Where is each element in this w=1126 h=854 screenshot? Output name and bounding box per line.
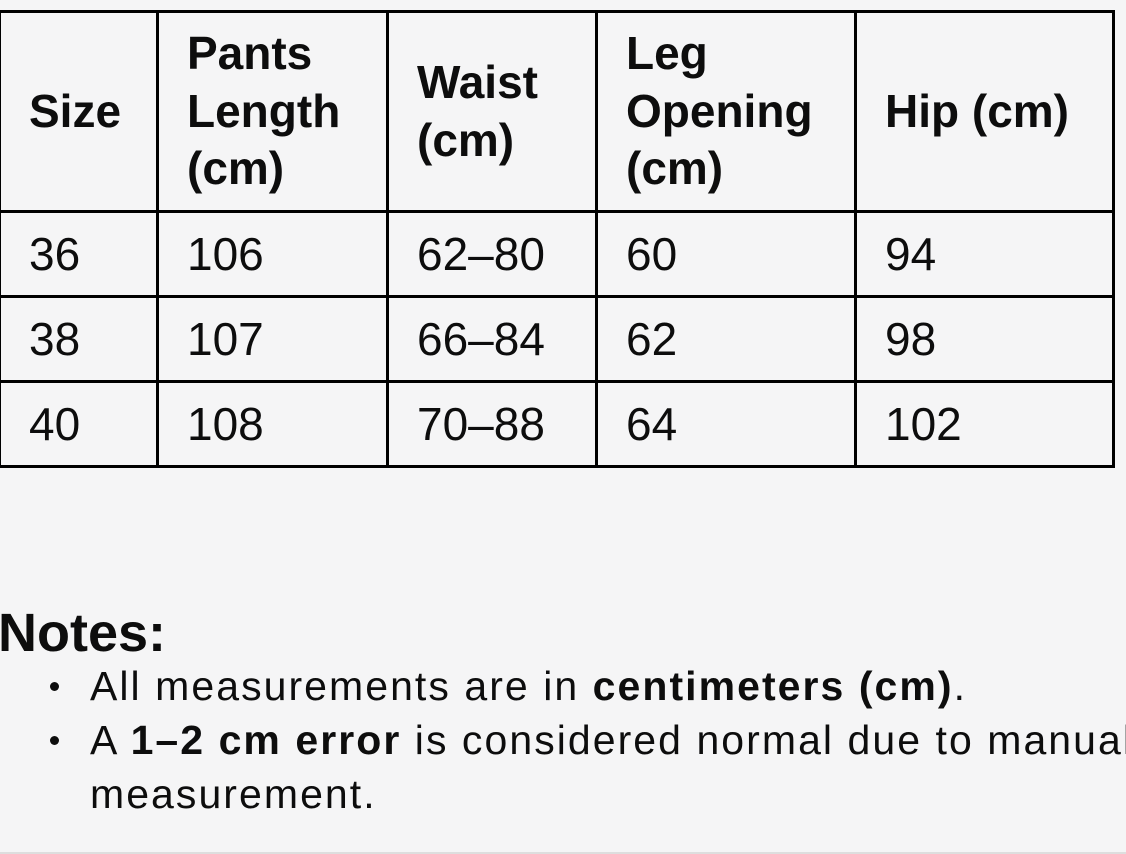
column-header-pants-length: Pants Length (cm): [156, 10, 389, 213]
cell-pants-length: 107: [156, 295, 389, 383]
note-item: A 1–2 cm error is considered normal due …: [48, 713, 1126, 821]
note-text: .: [953, 663, 968, 709]
bullet-icon: [50, 682, 59, 691]
column-header-waist: Waist (cm): [386, 10, 598, 213]
header-row: Size Pants Length (cm) Waist (cm) Leg Op…: [0, 10, 1115, 213]
cell-leg-opening: 60: [595, 210, 857, 298]
note-item: All measurements are in centimeters (cm)…: [48, 659, 1126, 713]
cell-hip: 98: [854, 295, 1115, 383]
cell-size: 36: [0, 210, 159, 298]
cell-size: 40: [0, 380, 159, 468]
cell-waist: 62–80: [386, 210, 598, 298]
bullet-icon: [50, 736, 59, 745]
cell-pants-length: 106: [156, 210, 389, 298]
table-row: 38 107 66–84 62 98: [0, 295, 1115, 383]
table-row: 36 106 62–80 60 94: [0, 210, 1115, 298]
cell-waist: 70–88: [386, 380, 598, 468]
note-text-bold: centimeters (cm): [592, 663, 954, 709]
note-text: is considered normal due to manual: [401, 717, 1126, 763]
note-text: All measurements are in: [90, 663, 593, 709]
notes-heading: Notes:: [0, 603, 167, 663]
column-header-hip: Hip (cm): [854, 10, 1115, 213]
cell-size: 38: [0, 295, 159, 383]
note-text-bold: 1–2 cm error: [130, 717, 402, 763]
cell-leg-opening: 62: [595, 295, 857, 383]
note-text: A: [90, 717, 131, 763]
notes-list: All measurements are in centimeters (cm)…: [48, 659, 1126, 821]
column-header-size: Size: [0, 10, 159, 213]
column-header-leg-opening: Leg Opening (cm): [595, 10, 857, 213]
cell-hip: 102: [854, 380, 1115, 468]
note-text: measurement.: [90, 771, 377, 817]
cell-hip: 94: [854, 210, 1115, 298]
cell-waist: 66–84: [386, 295, 598, 383]
bottom-edge-divider: [0, 852, 1126, 854]
cell-leg-opening: 64: [595, 380, 857, 468]
table-row: 40 108 70–88 64 102: [0, 380, 1115, 468]
cell-pants-length: 108: [156, 380, 389, 468]
size-chart-table: Size Pants Length (cm) Waist (cm) Leg Op…: [0, 10, 1115, 468]
